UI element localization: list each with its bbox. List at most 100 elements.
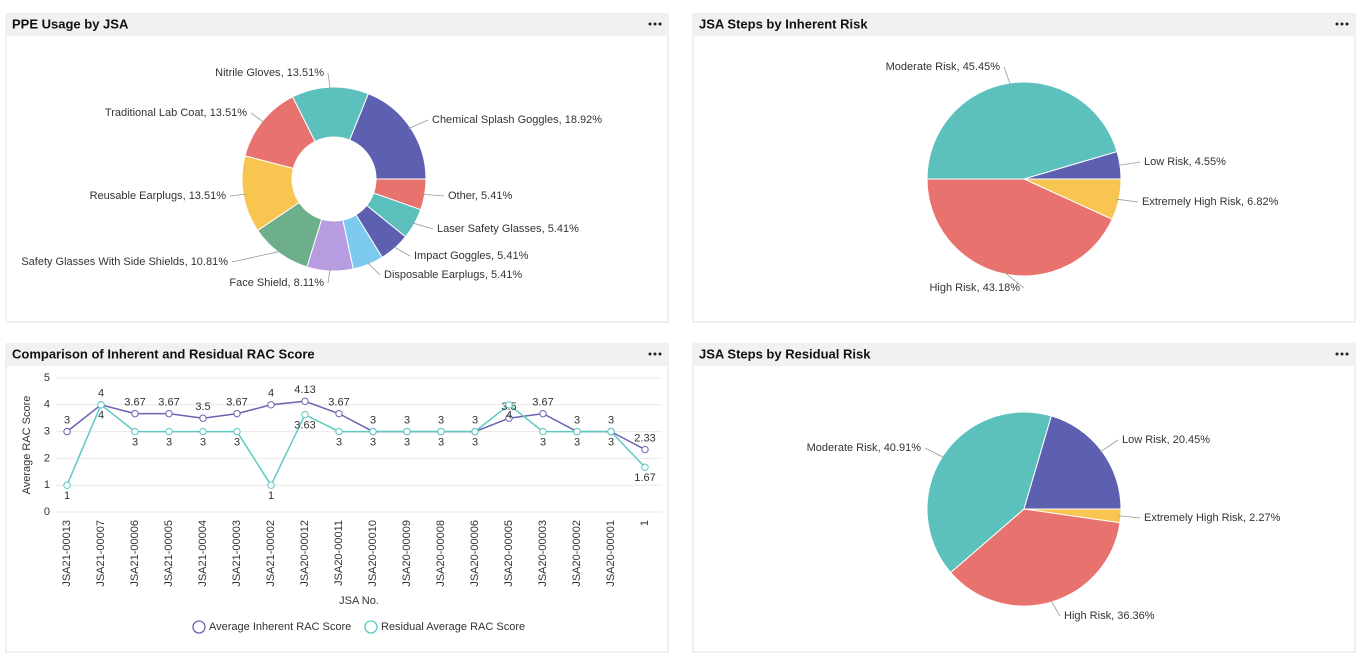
point [301,411,309,419]
panel-header [693,14,1355,36]
leader-line [393,246,411,257]
point [539,427,547,436]
y-tick-label: 5 [44,372,50,384]
slice-value: 5.41% [497,250,528,262]
point [165,409,173,418]
point [437,427,445,436]
legend-marker[interactable] [192,620,206,634]
slice-name: High Risk [1064,610,1112,622]
menu-dot[interactable] [1345,352,1349,356]
slice-name: Chemical Splash Goggles [432,114,559,126]
leader-line [1117,161,1141,166]
menu-dot[interactable] [653,352,657,356]
slice-name: Safety Glasses With Side Shields [21,256,185,268]
data-label: 4 [506,410,512,422]
point [131,427,139,436]
y-tick-label: 4 [44,399,50,411]
menu-dot[interactable] [648,22,652,26]
point [641,445,649,454]
slice-label: Chemical Splash Goggles, 18.92% [432,114,602,126]
y-tick-label: 3 [44,426,50,438]
slice-label: Moderate Risk, 45.45% [886,61,1001,73]
menu-dot[interactable] [658,22,662,26]
panel-title: JSA Steps by Residual Risk [699,346,871,361]
legend-marker[interactable] [364,620,378,634]
point [267,401,275,409]
separator: , [485,269,491,281]
x-tick-label: JSA20-00002 [571,520,583,587]
slice-label: High Risk, 36.36% [1064,610,1155,622]
slice-label: Other, 5.41% [448,190,512,202]
menu-dot[interactable] [648,352,652,356]
data-label: 3.67 [124,397,145,409]
x-tick-label: JSA21-00003 [231,520,243,587]
point [335,409,343,418]
slice-value: 20.45% [1173,434,1211,446]
data-label: 3 [64,415,70,427]
leader-line [1116,198,1139,203]
slice-value: 18.92% [565,114,603,126]
data-label: 1.67 [634,472,655,484]
slice-name: Moderate Risk [807,442,878,454]
series-line [66,400,646,451]
menu-dot[interactable] [1340,352,1344,356]
data-label: 3 [166,437,172,449]
point [335,427,343,436]
slice-value: 10.81% [191,256,229,268]
data-label: 3.67 [226,397,247,409]
data-label: 3 [472,437,478,449]
y-axis-title: Average RAC Score [21,396,33,495]
data-label: 3 [540,437,546,449]
x-tick-label: JSA20-00010 [367,520,379,587]
data-label: 3 [438,415,444,427]
leader-line [1118,515,1141,519]
slice-value: 43.18% [983,282,1021,294]
slice-value: 6.82% [1247,196,1278,208]
panel-header [693,344,1355,366]
legend-label[interactable]: Residual Average RAC Score [381,621,525,633]
menu-dot[interactable] [653,22,657,26]
separator: , [559,114,565,126]
leader-line [422,193,445,197]
slice-label: Face Shield, 8.11% [229,277,324,289]
slice-label: Nitrile Gloves, 13.51% [215,67,324,79]
slice-value: 5.41% [481,190,512,202]
slice [949,508,1121,607]
menu-dot[interactable] [1335,22,1339,26]
point [131,409,139,418]
leader-line [1050,599,1061,617]
point [403,427,411,436]
x-tick-label: JSA21-00006 [129,520,141,587]
slice-label: Reusable Earplugs, 13.51% [90,190,227,202]
point [267,481,275,489]
data-label: 3 [574,437,580,449]
data-label: 3 [370,437,376,449]
separator: , [1189,156,1195,168]
data-label: 3 [132,437,138,449]
slice-value: 13.51% [189,190,227,202]
data-label: 3 [574,415,580,427]
point [301,397,309,406]
point [539,409,547,418]
point [369,427,377,436]
point [641,463,649,471]
menu-dot[interactable] [1345,22,1349,26]
slice-name: Low Risk [1144,156,1189,168]
panel-title: Comparison of Inherent and Residual RAC … [12,346,315,361]
data-label: 3 [608,437,614,449]
point [199,414,207,422]
menu-dot[interactable] [1335,352,1339,356]
separator: , [281,67,287,79]
point [505,401,513,409]
slice-value: 36.36% [1117,610,1155,622]
menu-dot[interactable] [658,352,662,356]
x-tick-label: 1 [639,520,651,526]
legend-label[interactable]: Average Inherent RAC Score [209,621,351,633]
menu-dot[interactable] [1340,22,1344,26]
point [233,409,241,418]
x-tick-label: JSA20-00012 [299,520,311,587]
x-axis-title: JSA No. [339,595,379,607]
x-tick-label: JSA20-00008 [435,520,447,587]
slice-label: Extremely High Risk, 2.27% [1144,512,1281,524]
